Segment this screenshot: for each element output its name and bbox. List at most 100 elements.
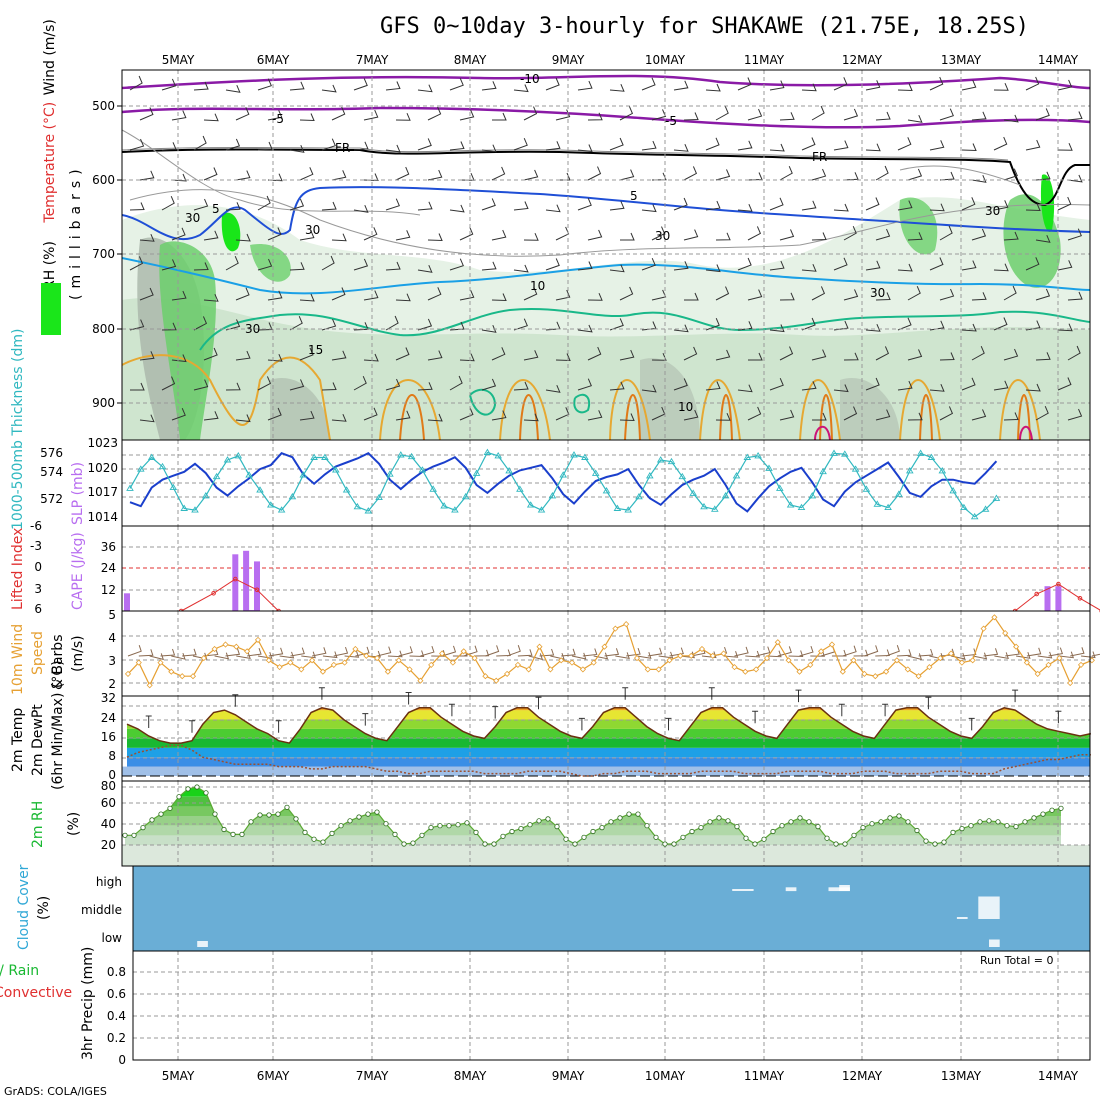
wind-ylabel-c: & Barbs: [50, 635, 66, 691]
temp-contour-22: [814, 425, 831, 441]
rh2m-point-39: [473, 829, 479, 836]
day-label-top-0: 5MAY: [162, 53, 195, 67]
upper-wind-barb-261: [801, 317, 816, 331]
rh2m-point-42: [500, 833, 506, 839]
slp-point-73: [916, 449, 925, 456]
wind-barb-24: [387, 650, 403, 658]
wind-point-45: [612, 625, 619, 632]
upper-wind-barb-137: [673, 197, 688, 211]
rh2m-point-25: [347, 818, 353, 824]
upper-wind-barb-124: [257, 195, 271, 211]
precip-ylabel-b: Convective: [0, 985, 72, 1001]
upper-ylabel-wind: Wind (m/s): [42, 19, 58, 95]
rh2m-point-21: [311, 836, 317, 842]
wind-barb-49: [658, 651, 674, 659]
upper-wind-barb-31: [171, 110, 187, 121]
upper-wind-barb-183: [225, 256, 239, 271]
upper-wind-barb-358: [1035, 406, 1049, 421]
upper-wind-barb-167: [683, 229, 699, 241]
upper-wind-barb-53: [875, 111, 891, 121]
wind-barb-16: [301, 651, 316, 659]
upper-wind-barb-209: [1057, 260, 1073, 271]
wind-grid: [122, 611, 1090, 696]
cloud-high-bar-1: [785, 887, 797, 892]
upper-wind-barb-239: [1067, 291, 1083, 301]
upper-wind-barb-144: [897, 200, 913, 211]
wind-barb-0: [127, 645, 142, 657]
minmax-mark-18: [318, 687, 325, 700]
upper-wind-barb-72: [513, 138, 528, 151]
rh2m-point-56: [626, 811, 632, 817]
wind-barb-32: [474, 649, 490, 657]
wind-point-34: [493, 677, 500, 684]
upper-wind-barb-119: [1067, 174, 1083, 183]
upper-wind-barb-213: [235, 287, 250, 301]
upper-wind-barb-8: [385, 81, 401, 91]
upper-wind-barb-179: [1067, 228, 1082, 241]
wind-point-47: [633, 655, 641, 662]
temp-ylabel-c: (6hr Min/Max) (°C): [50, 660, 66, 790]
contour-label-4: FR: [812, 150, 827, 164]
li-tick-2: 0: [34, 560, 42, 574]
upper-wind-barb-25: [929, 76, 944, 91]
upper-wind-barb-110: [779, 166, 793, 181]
cloud-level-middle: middle: [81, 903, 122, 917]
upper-wind-barb-200: [769, 260, 785, 271]
upper-wind-barbs: [129, 75, 1083, 423]
rh2m-point-32: [410, 840, 416, 846]
upper-wind-barb-45: [619, 106, 634, 121]
slp-point-0: [126, 484, 134, 491]
upper-wind-barb-317: [673, 378, 688, 391]
upper-wind-barb-359: [1067, 408, 1083, 421]
wind-point-40: [558, 657, 565, 664]
upper-wind-barb-204: [897, 263, 913, 272]
upper-wind-barb-289: [748, 352, 763, 361]
upper-wind-barb-73: [545, 141, 561, 151]
li-point-1-2: [1056, 581, 1061, 587]
upper-wind-barb-328: [1025, 383, 1041, 392]
rh2m-point-74: [788, 819, 794, 825]
precip-tick-4: 0: [118, 1053, 126, 1067]
upper-wind-barb-24: [897, 83, 913, 92]
li-tick-3: 3: [34, 582, 42, 596]
upper-wind-barb-254: [577, 324, 593, 333]
upper-wind-barb-178: [1035, 235, 1051, 243]
slp-point-41: [570, 451, 578, 458]
upper-wind-barb-16: [641, 77, 656, 91]
wind-barb-61: [788, 650, 804, 658]
wind-barb-29: [441, 645, 457, 657]
wind-point-69: [872, 673, 879, 680]
rh2m-point-33: [419, 832, 425, 838]
slp-point-20: [342, 486, 351, 493]
wind-point-27: [417, 677, 424, 684]
upper-wind-barb-194: [577, 261, 593, 271]
day-label-bottom-8: 13MAY: [941, 1069, 982, 1083]
rh2m-point-63: [689, 828, 695, 835]
cloud-high-bar-3: [839, 885, 850, 891]
wind-barb-17: [312, 647, 327, 657]
li-tick-1: -3: [30, 539, 42, 553]
upper-wind-barb-203: [865, 260, 881, 271]
wind-point-87: [1067, 679, 1074, 687]
upper-wind-barb-37: [363, 109, 379, 121]
rh2m-point-4: [158, 811, 164, 817]
wind-barb-66: [842, 645, 857, 657]
upper-wind-barb-214: [267, 290, 283, 301]
temp-contour-12: [799, 379, 841, 441]
wind-point-68: [861, 670, 868, 677]
upper-wind-barb-291: [811, 349, 827, 361]
upper-wind-barb-271: [171, 354, 187, 363]
upper-wind-barb-353: [875, 409, 891, 421]
upper-wind-barb-49: [747, 108, 763, 121]
upper-wind-barb-319: [737, 384, 753, 393]
wind-point-82: [1013, 643, 1020, 650]
upper-wind-barb-75: [609, 137, 624, 151]
slp-point-2: [147, 453, 156, 460]
rh2m-point-18: [284, 804, 290, 810]
li-grid: [122, 526, 1090, 611]
rh2m-point-85: [887, 815, 893, 821]
upper-wind-barb-22: [833, 77, 848, 91]
slp-point-57: [743, 453, 752, 460]
wind-point-76: [948, 650, 955, 657]
wind-point-38: [536, 643, 543, 650]
